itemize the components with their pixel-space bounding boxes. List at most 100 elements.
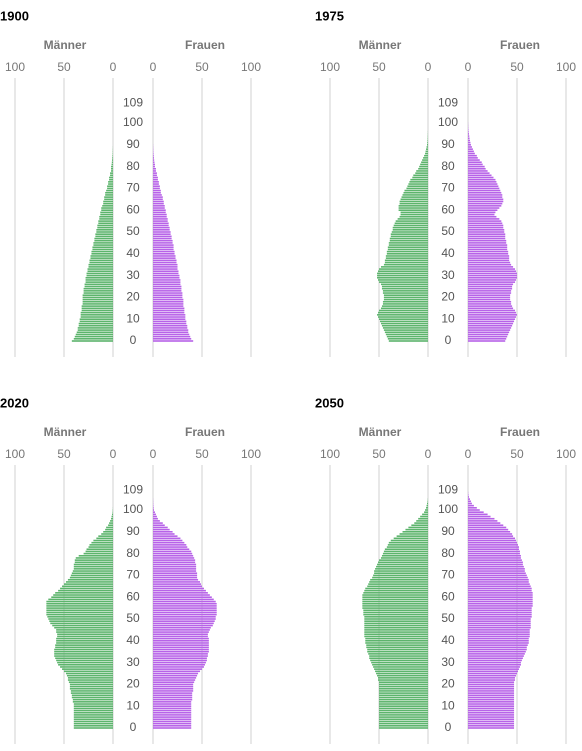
bar-men <box>400 203 428 205</box>
bar-men <box>103 201 113 203</box>
bar-women <box>468 555 521 557</box>
bar-women <box>468 564 523 566</box>
bar-men <box>377 564 428 566</box>
bar-men <box>46 609 113 611</box>
bar-men <box>364 623 428 625</box>
bar-women <box>153 188 160 190</box>
bar-men <box>423 157 428 159</box>
bar-women <box>468 233 505 235</box>
bar-men <box>91 542 113 544</box>
bar-women <box>153 651 209 653</box>
bar-women <box>153 301 183 303</box>
bar-men <box>427 144 428 146</box>
bar-women <box>468 690 514 692</box>
bar-women <box>468 657 523 659</box>
bar-men <box>366 647 428 649</box>
bar-women <box>153 581 200 583</box>
chart-title: 2020 <box>0 395 29 410</box>
age-label: 0 <box>130 720 137 734</box>
bar-women <box>153 638 209 640</box>
bar-women <box>468 177 493 179</box>
bar-women <box>153 533 175 535</box>
bar-women <box>468 699 514 701</box>
bar-women <box>153 168 156 170</box>
bar-women <box>153 172 157 174</box>
bar-men <box>377 273 428 275</box>
bar-men <box>83 301 113 303</box>
x-tick-label: 100 <box>556 60 576 74</box>
chart-title: 2050 <box>315 395 344 410</box>
age-label: 10 <box>441 311 455 325</box>
bar-women <box>468 697 514 699</box>
bar-women <box>468 340 505 342</box>
bar-men <box>94 240 113 242</box>
bar-men <box>80 321 113 323</box>
bar-men <box>84 292 113 294</box>
bar-men <box>105 529 113 531</box>
bar-women <box>468 612 532 614</box>
bar-men <box>70 686 113 688</box>
bar-men <box>52 625 113 627</box>
bar-men <box>74 338 113 340</box>
bar-men <box>101 209 113 211</box>
bar-women <box>468 649 527 651</box>
bar-men <box>408 183 428 185</box>
bar-men <box>391 540 428 542</box>
bar-women <box>468 588 532 590</box>
bar-women <box>153 270 178 272</box>
age-label: 80 <box>126 546 140 560</box>
bar-women <box>153 164 155 166</box>
bar-men <box>369 581 428 583</box>
x-tick-label: 100 <box>5 447 25 461</box>
bar-women <box>468 277 517 279</box>
bar-men <box>375 671 428 673</box>
bar-women <box>468 153 475 155</box>
bar-men <box>72 572 113 574</box>
bar-women <box>468 266 513 268</box>
bar-women <box>468 551 520 553</box>
bar-women <box>468 231 504 233</box>
bar-men <box>386 257 428 259</box>
bar-women <box>468 148 473 150</box>
bar-women <box>468 605 533 607</box>
bar-men <box>74 564 113 566</box>
bar-men <box>55 592 113 594</box>
bar-men <box>72 695 113 697</box>
bar-women <box>468 218 499 220</box>
bar-women <box>153 603 217 605</box>
bar-women <box>153 677 196 679</box>
bar-women <box>153 627 211 629</box>
bar-women <box>468 684 514 686</box>
bar-men <box>362 607 428 609</box>
bar-women <box>153 653 208 655</box>
bar-women <box>153 340 193 342</box>
bar-women <box>153 194 162 196</box>
bar-men <box>377 675 428 677</box>
bar-women <box>153 331 188 333</box>
bar-men <box>401 212 428 214</box>
age-label: 40 <box>441 633 455 647</box>
bar-women <box>153 279 180 281</box>
bar-men <box>379 701 428 703</box>
bar-women <box>468 655 524 657</box>
bar-men <box>86 277 113 279</box>
bar-men <box>111 518 113 520</box>
x-tick-label: 0 <box>465 60 472 74</box>
bar-men <box>66 581 113 583</box>
bar-women <box>153 612 217 614</box>
bar-women <box>153 727 191 729</box>
bar-men <box>105 194 113 196</box>
bar-men <box>378 312 428 314</box>
bar-men <box>384 297 428 299</box>
bar-women <box>468 688 514 690</box>
bar-women <box>468 164 483 166</box>
bar-women <box>153 666 204 668</box>
bar-men <box>90 257 113 259</box>
bar-men <box>379 699 428 701</box>
age-label: 90 <box>441 137 455 151</box>
bar-women <box>153 338 191 340</box>
bar-women <box>468 135 469 137</box>
age-label: 90 <box>126 524 140 538</box>
bar-women <box>468 212 495 214</box>
bar-women <box>153 529 170 531</box>
